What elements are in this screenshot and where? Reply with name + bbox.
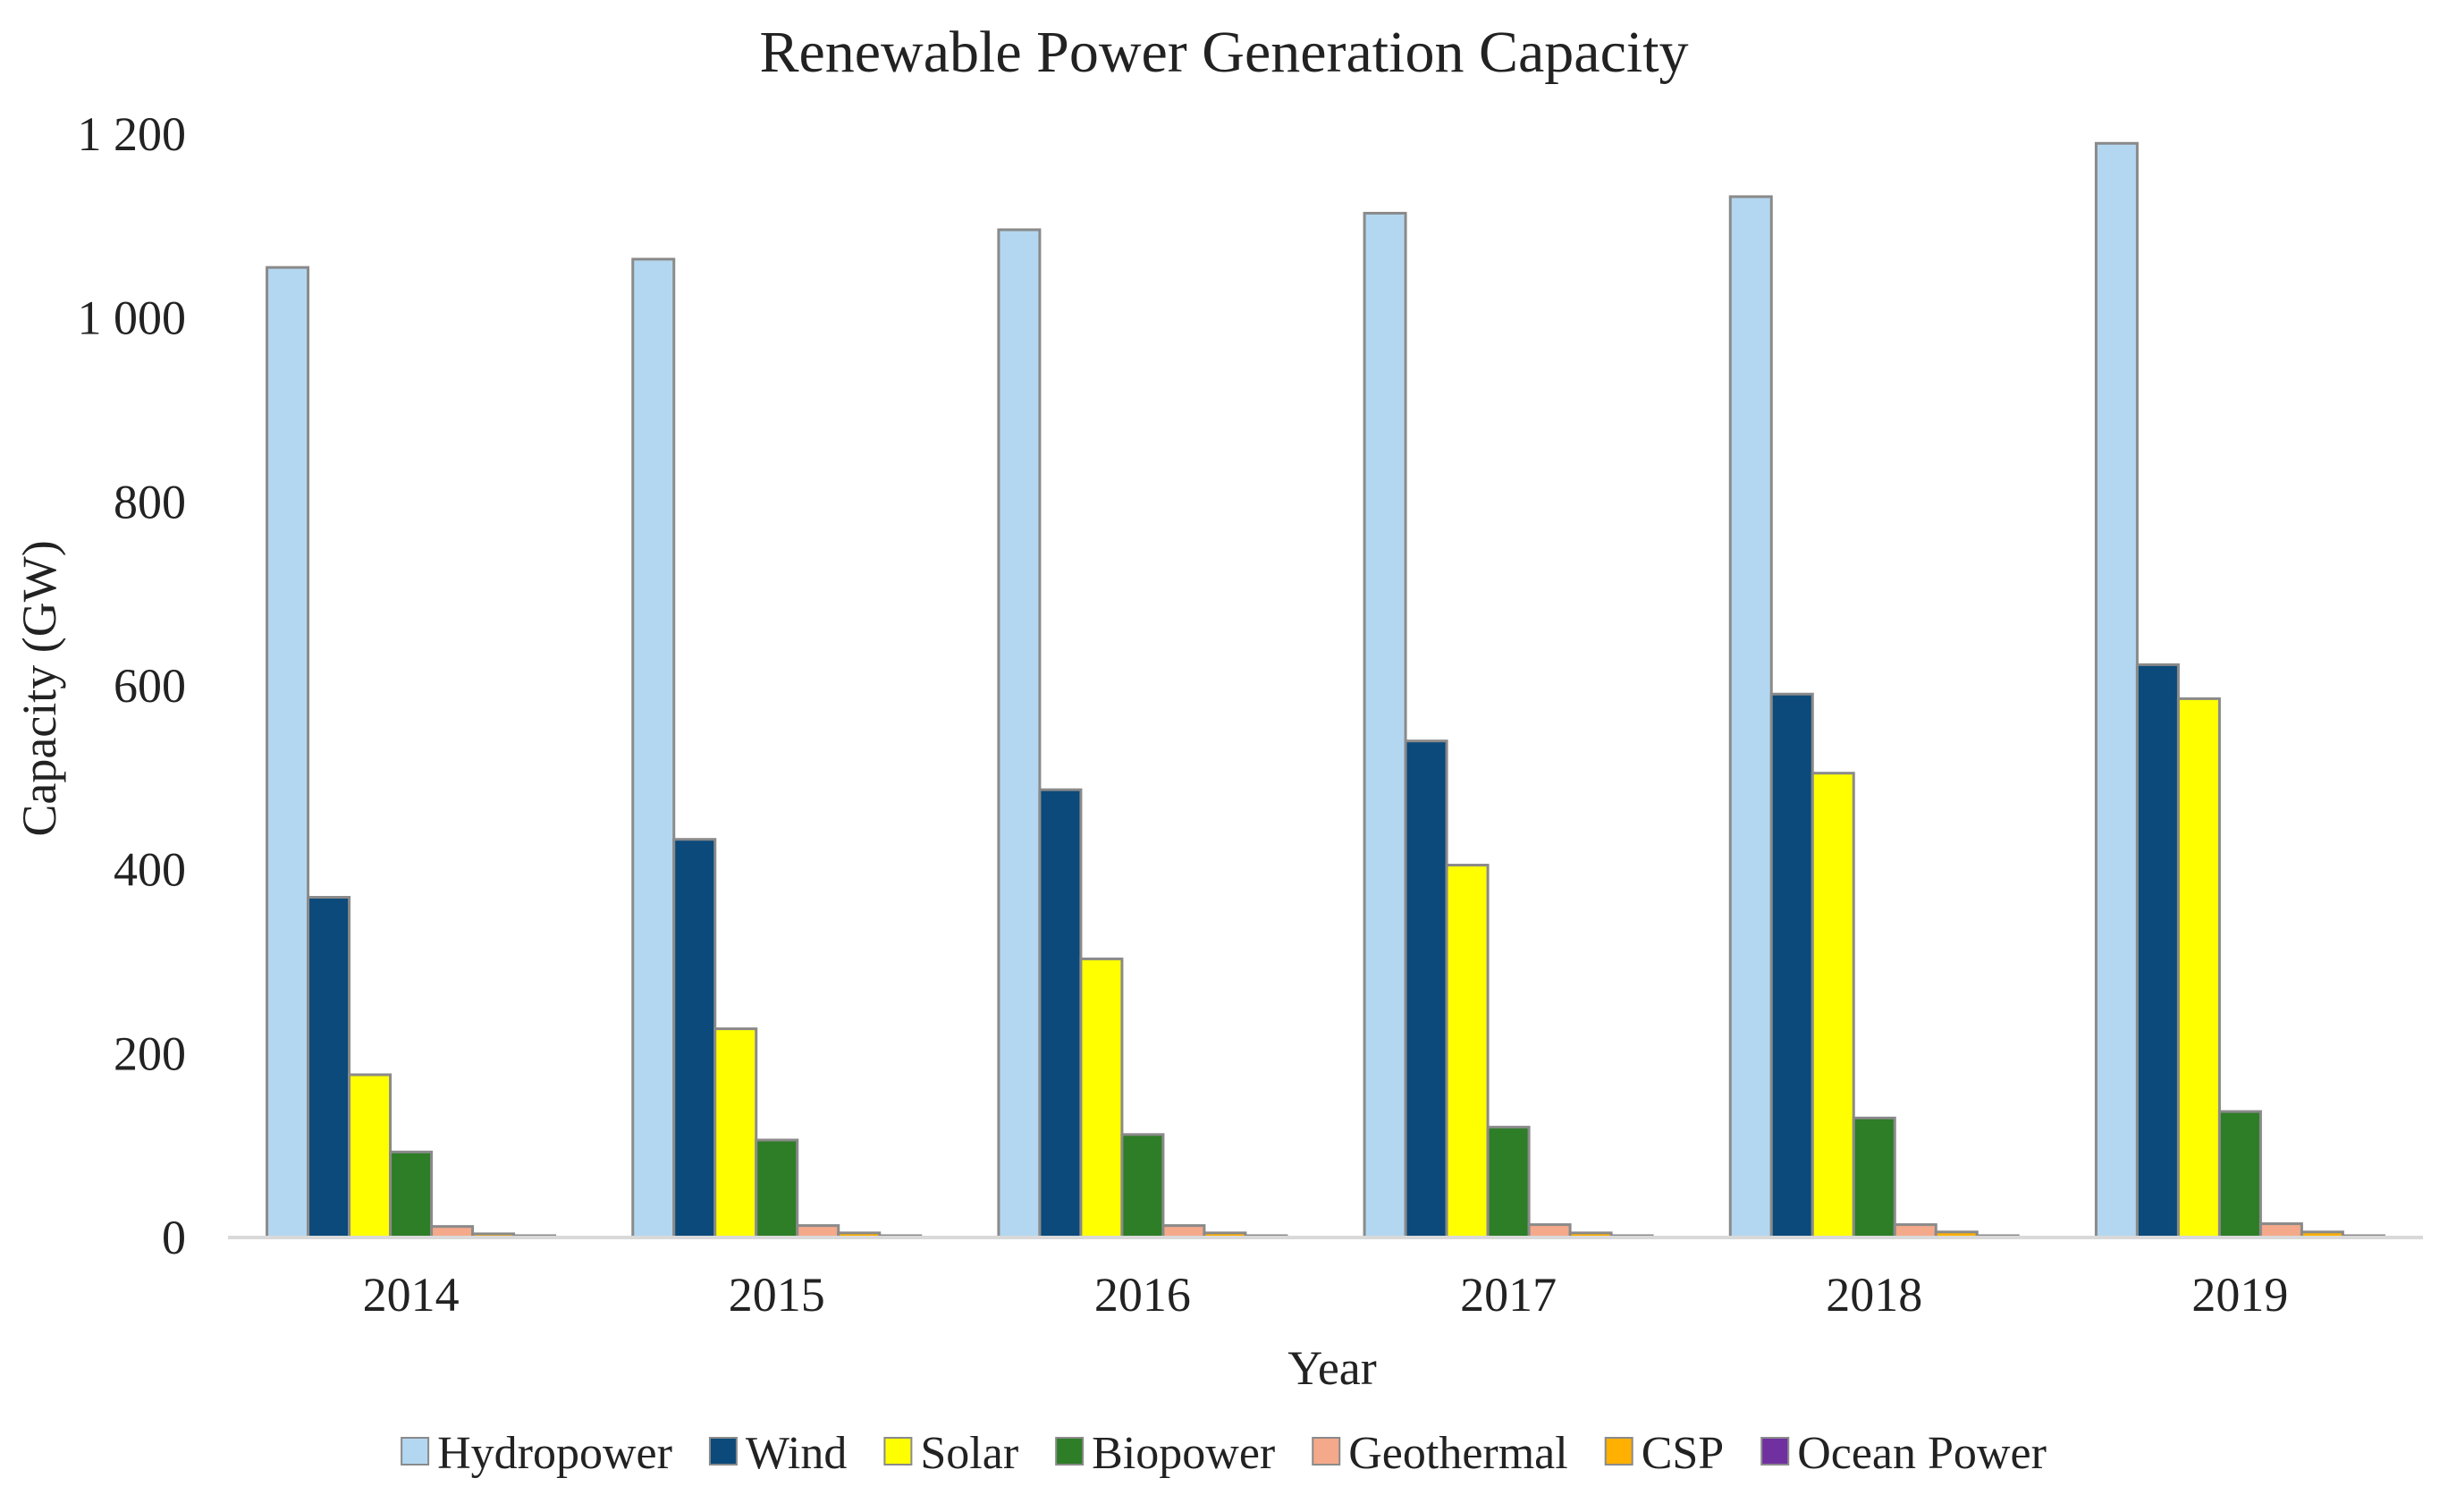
bar-solar-2015 <box>713 1027 758 1239</box>
bar-hydropower-2019 <box>2094 141 2139 1239</box>
x-tick-label: 2019 <box>2191 1268 2288 1322</box>
legend-swatch-ocean-power <box>1760 1437 1790 1466</box>
legend-label: Biopower <box>1092 1428 1275 1479</box>
bar-wind-2015 <box>672 838 717 1239</box>
chart-title: Renewable Power Generation Capacity <box>759 20 1688 85</box>
bar-geothermal-2016 <box>1161 1224 1206 1239</box>
bar-groups <box>266 141 2385 1239</box>
legend-label: Geothermal <box>1348 1428 1567 1479</box>
bar-wind-2017 <box>1404 739 1448 1239</box>
bar-wind-2019 <box>2135 663 2180 1239</box>
bar-wind-2014 <box>307 896 351 1239</box>
legend-label: Ocean Power <box>1797 1428 2047 1479</box>
y-tick-label: 0 <box>162 1211 186 1264</box>
bar-solar-2017 <box>1445 864 1490 1239</box>
legend-label: Hydropower <box>437 1428 672 1479</box>
bar-biopower-2014 <box>389 1150 434 1239</box>
bar-solar-2018 <box>1811 772 1855 1239</box>
y-tick-label: 400 <box>114 843 186 897</box>
x-tick-label: 2016 <box>1094 1268 1191 1322</box>
legend-label: Wind <box>746 1428 847 1479</box>
y-tick-label: 800 <box>114 475 186 528</box>
bar-hydropower-2016 <box>997 228 1042 1239</box>
bar-hydropower-2017 <box>1363 211 1407 1239</box>
y-axis-title: Capacity (GW) <box>13 540 66 836</box>
x-tick-label: 2014 <box>363 1268 460 1322</box>
y-tick-label: 1 200 <box>78 107 187 161</box>
bar-wind-2016 <box>1038 788 1083 1239</box>
bar-geothermal-2017 <box>1527 1223 1572 1239</box>
legend-swatch-geothermal <box>1312 1437 1341 1466</box>
legend: Hydropower Wind Solar Biopower Geothermal CSP… <box>401 1428 2047 1479</box>
x-axis-ticks: 2014 2015 2016 2017 2018 2019 <box>363 1268 2289 1322</box>
bar-group-2014 <box>266 266 557 1239</box>
bar-geothermal-2018 <box>1893 1223 1937 1239</box>
bar-solar-2019 <box>2176 697 2221 1239</box>
bar-group-2017 <box>1363 211 1654 1239</box>
legend-swatch-wind <box>708 1437 738 1466</box>
bar-hydropower-2015 <box>631 258 676 1239</box>
bar-wind-2018 <box>1769 692 1814 1239</box>
bar-hydropower-2014 <box>266 266 310 1239</box>
bar-biopower-2015 <box>755 1138 799 1239</box>
y-axis-ticks: 0 200 400 600 800 1 000 1 200 <box>78 107 187 1264</box>
legend-swatch-hydropower <box>401 1437 430 1466</box>
y-tick-label: 200 <box>114 1026 186 1080</box>
y-tick-label: 600 <box>114 659 186 713</box>
bar-biopower-2017 <box>1486 1126 1531 1239</box>
bar-biopower-2019 <box>2217 1110 2262 1239</box>
bar-group-2015 <box>631 258 923 1239</box>
legend-swatch-csp <box>1604 1437 1633 1466</box>
bar-geothermal-2019 <box>2258 1222 2303 1239</box>
bar-hydropower-2018 <box>1728 195 1773 1239</box>
x-axis-title: Year <box>1287 1341 1377 1395</box>
legend-label: Solar <box>920 1428 1018 1479</box>
bar-biopower-2018 <box>1852 1116 1896 1239</box>
bar-biopower-2016 <box>1120 1133 1165 1239</box>
x-tick-label: 2015 <box>729 1268 825 1322</box>
legend-swatch-solar <box>883 1437 913 1466</box>
bar-group-2016 <box>997 228 1288 1239</box>
x-tick-label: 2017 <box>1460 1268 1557 1322</box>
bar-group-2018 <box>1728 195 2020 1239</box>
bar-group-2019 <box>2094 141 2385 1239</box>
bar-geothermal-2015 <box>796 1224 840 1239</box>
legend-label: CSP <box>1642 1428 1725 1479</box>
bar-solar-2014 <box>348 1073 393 1239</box>
bar-solar-2016 <box>1079 957 1124 1239</box>
x-tick-label: 2018 <box>1826 1268 1922 1322</box>
y-tick-label: 1 000 <box>78 291 187 345</box>
legend-swatch-biopower <box>1055 1437 1085 1466</box>
